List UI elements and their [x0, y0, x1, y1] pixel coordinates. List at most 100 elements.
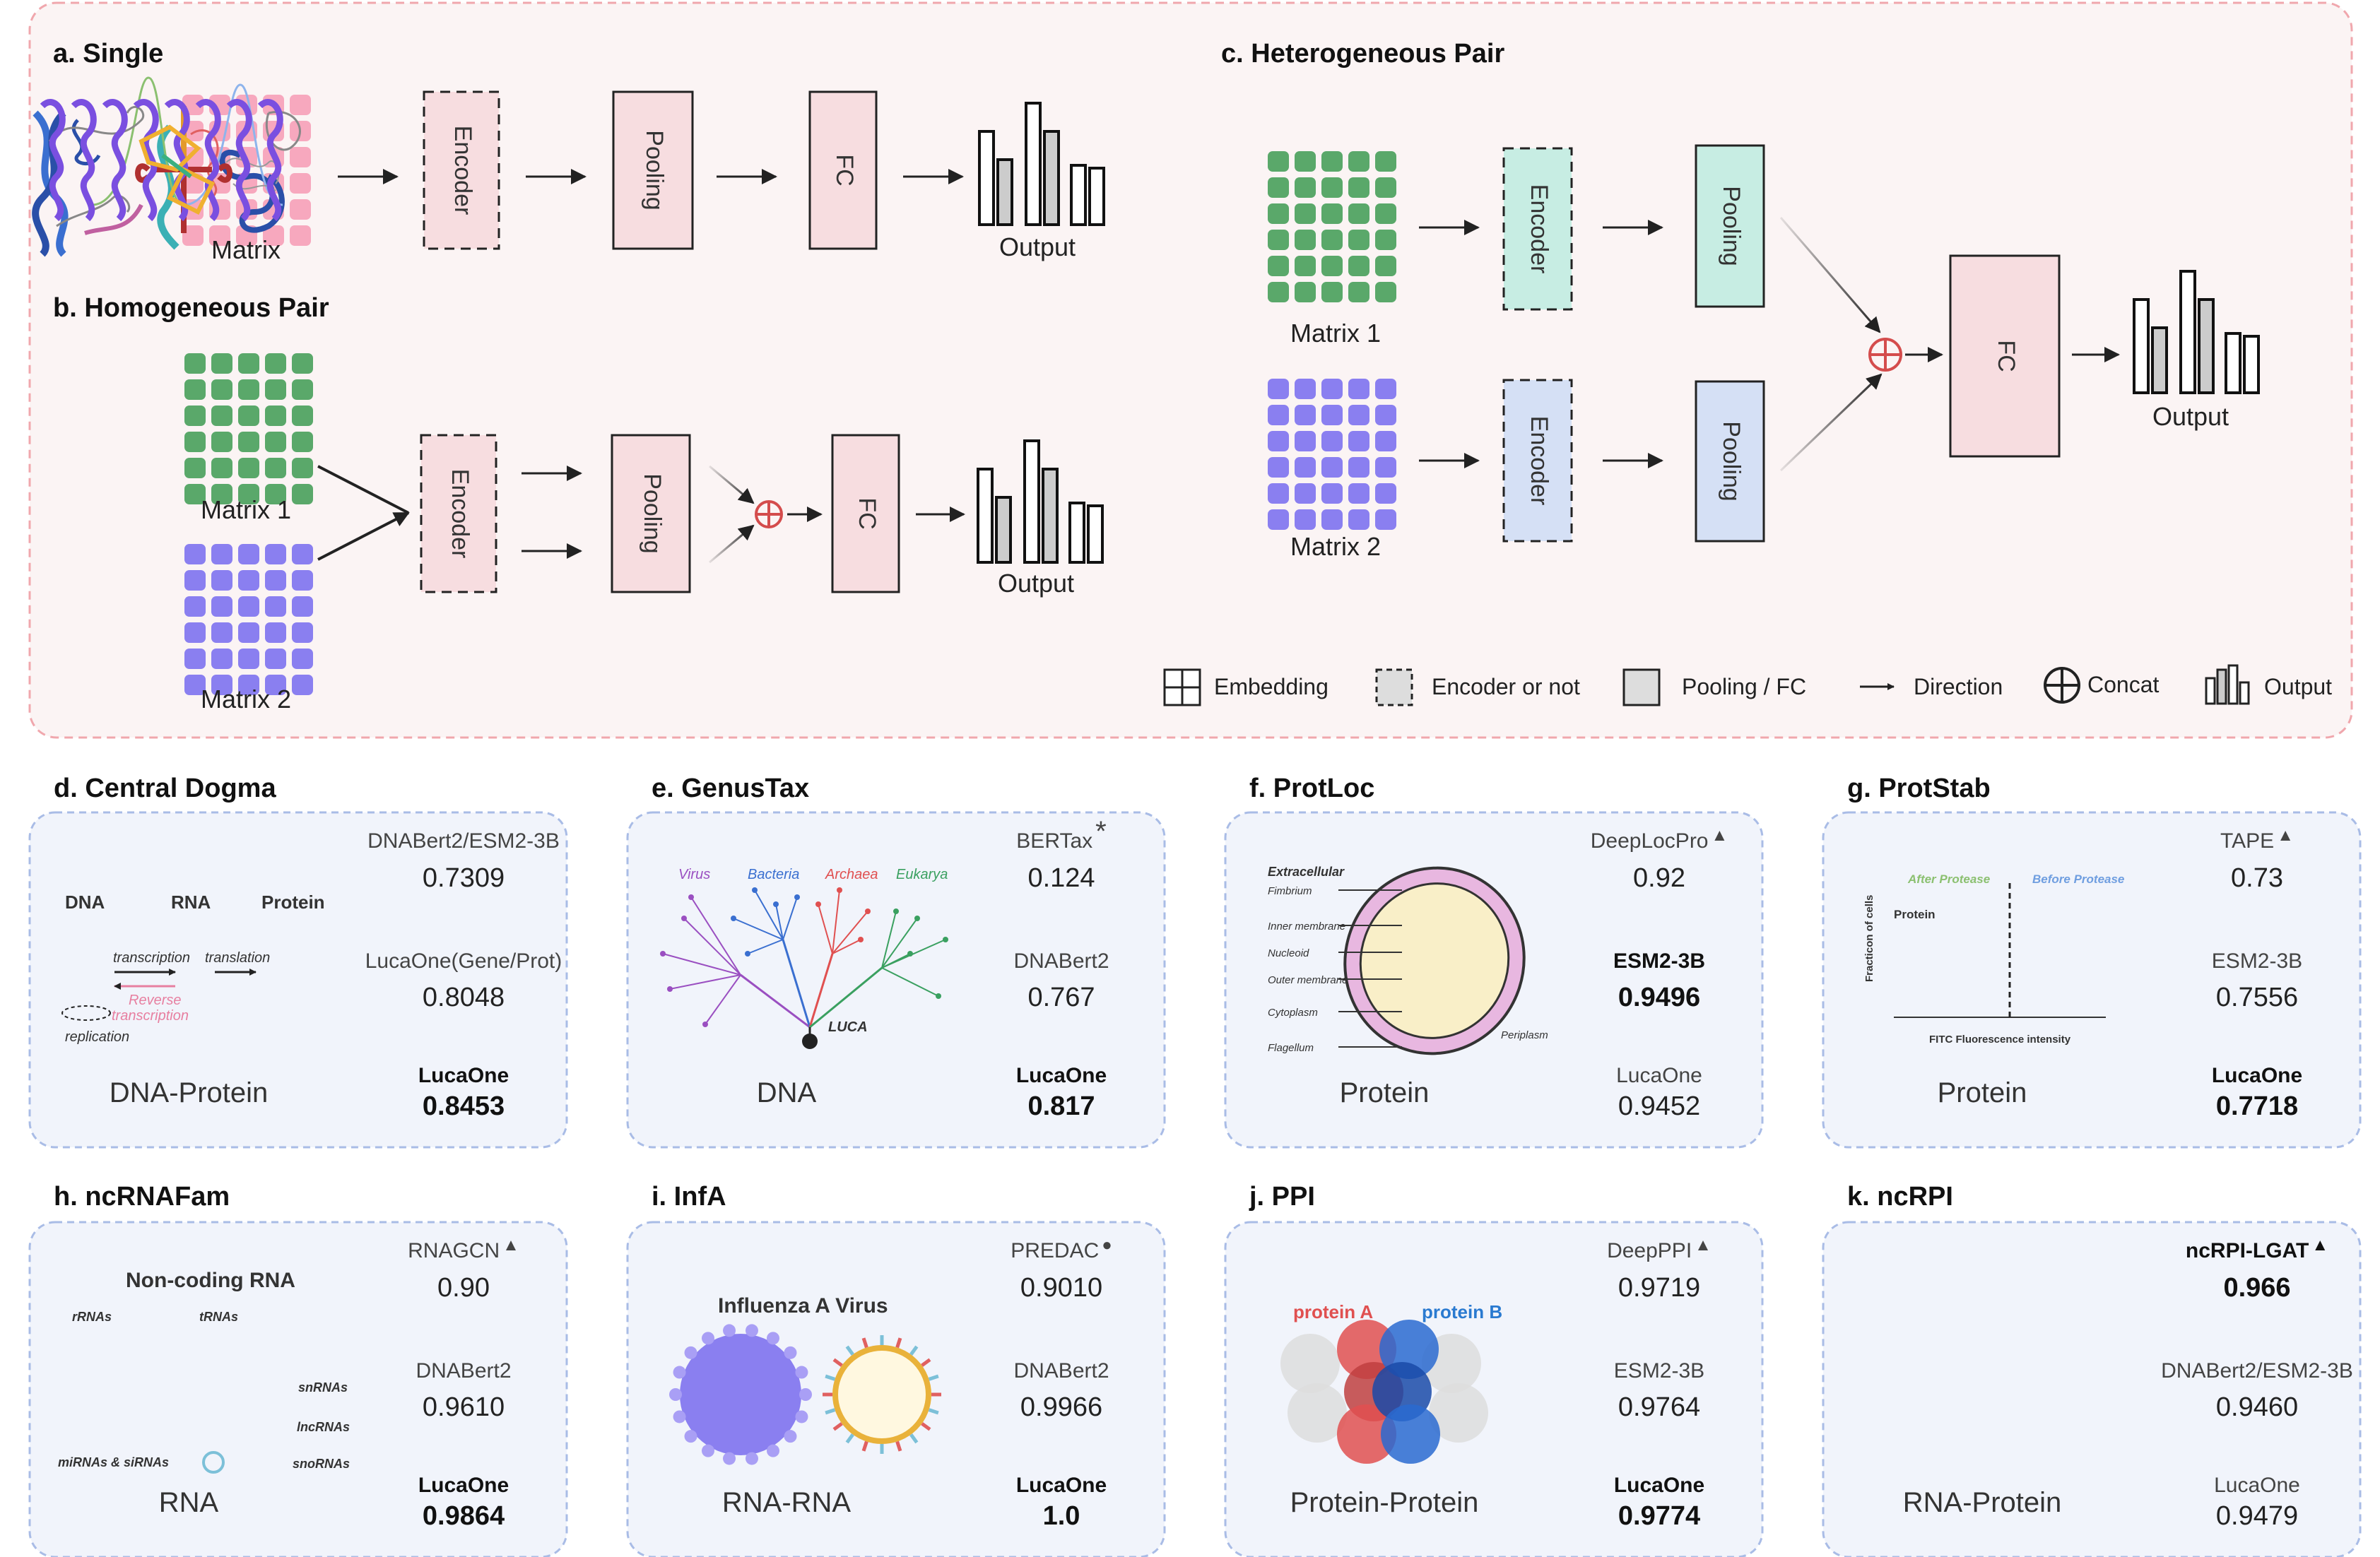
panel-a-title: a. Single: [53, 39, 163, 69]
legend-embedding-icon: [1163, 668, 1201, 706]
task-title: h. ncRNAFam: [54, 1182, 230, 1212]
model-score: 0.9610: [423, 1392, 505, 1422]
task-illustration: [40, 99, 283, 222]
embedding-cell: [290, 225, 311, 246]
model-score: 0.90: [437, 1273, 490, 1303]
embedding-cell: [265, 405, 286, 426]
after-protease-label: After Protease: [1907, 872, 1990, 886]
embedding-cell: [1295, 509, 1316, 530]
embedding-cell: [1295, 177, 1316, 198]
embedding-cell: [1375, 256, 1396, 276]
arrow-b-merge1: [317, 465, 409, 514]
embedding-cell: [1375, 230, 1396, 250]
embedding-cell: [1375, 431, 1396, 451]
virus-label: Virus: [678, 867, 710, 882]
embedding-cell: [265, 484, 286, 504]
embedding-cell: [211, 405, 232, 426]
model-score: 0.9764: [1618, 1392, 1700, 1422]
output-bar: [995, 496, 1012, 564]
model-name: LucaOne: [418, 1474, 509, 1497]
protein-label: Protein: [261, 892, 325, 913]
model-name: DNABert2/ESM2-3B: [2161, 1359, 2353, 1383]
trna-label: tRNAs: [199, 1310, 238, 1324]
pooling-a-box: [612, 90, 694, 250]
embedding-cell: [265, 353, 286, 374]
output-bar: [2198, 298, 2215, 394]
embedding-cell: [1348, 230, 1369, 250]
output-bar: [1025, 102, 1042, 226]
concat-c-icon: [1868, 338, 1902, 372]
model-score: 0.124: [1027, 863, 1095, 893]
arrow-b-concat2: [709, 524, 755, 564]
mirna-icon: [56, 195, 130, 227]
embedding-cell: [1348, 457, 1369, 478]
task-caption: RNA: [159, 1487, 219, 1518]
dna-label: DNA: [65, 892, 105, 913]
embedding-cell: [184, 675, 206, 695]
legend-output: Output: [2264, 674, 2332, 699]
model-mark: ●: [1102, 1236, 1112, 1255]
embedding-cell: [1348, 509, 1369, 530]
embedding-cell: [1295, 483, 1316, 504]
concat-b-icon: [755, 500, 783, 528]
matrix-a-label: Matrix: [211, 235, 281, 264]
arrow-b-merge2: [317, 511, 410, 561]
embedding-cell: [1375, 379, 1396, 399]
x-axis-label: FITC Fluorescence intensity: [1929, 1034, 2071, 1046]
model-score: 1.0: [1043, 1501, 1080, 1531]
pooling-c1-box: [1695, 144, 1765, 308]
model-score: 0.8453: [423, 1091, 505, 1121]
pooling-c2-box: [1695, 380, 1765, 543]
matrix-c1-embedding: [1268, 151, 1396, 302]
cell-part-label: Fimbrium: [1268, 885, 1312, 897]
embedding-cell: [265, 570, 286, 591]
embedding-cell: [1321, 282, 1343, 302]
embedding-cell: [1268, 379, 1289, 399]
embedding-cell: [1348, 151, 1369, 172]
task-title: i. InfA: [652, 1182, 726, 1212]
embedding-cell: [184, 432, 206, 452]
model-name: LucaOne(Gene/Prot): [365, 949, 562, 973]
pooling-c1-label: Pooling: [1718, 186, 1745, 266]
embedding-cell: [1321, 457, 1343, 478]
task-caption: Protein: [1340, 1077, 1430, 1108]
output-bar: [1070, 164, 1087, 226]
influenza-heading: Influenza A Virus: [718, 1294, 888, 1318]
fc-c-label: FC: [1993, 340, 2020, 372]
embedding-cell: [1375, 151, 1396, 172]
fc-b-label: FC: [854, 497, 880, 529]
embedding-cell: [292, 379, 313, 400]
output-b-bars: [977, 439, 1104, 564]
output-bar: [978, 130, 995, 226]
replication-label: replication: [65, 1029, 129, 1045]
model-name: TAPE ▲: [2220, 826, 2294, 853]
task-title: d. Central Dogma: [54, 774, 276, 803]
output-bar: [2133, 298, 2150, 394]
embedding-cell: [290, 199, 311, 220]
task-panel-3: g. ProtStab After Protease Before Protease…: [71, 76, 2362, 1149]
task-illustration: Virus Bacteria Archaea Eukarya LUCA: [660, 867, 948, 1049]
cell-part-label: Outer membrane: [1268, 974, 1348, 986]
embedding-cell: [211, 622, 232, 643]
task-title: e. GenusTax: [652, 774, 809, 803]
task-title: k. ncRPI: [1847, 1182, 1953, 1212]
model-score: 0.9452: [1618, 1091, 1700, 1121]
arrow-c-concat1: [1779, 217, 1881, 333]
legend-output-icon: [2205, 664, 2250, 705]
task-illustration: After Protease Before Protease Protein Frac…: [71, 76, 2124, 1046]
before-protease-label: Before Protease: [2032, 872, 2124, 886]
matrix-b2-label: Matrix 2: [201, 685, 291, 714]
legend-concat: Concat: [2087, 672, 2160, 697]
embedding-cell: [265, 432, 286, 452]
legend-pooling: Pooling / FC: [1682, 674, 1806, 699]
cell-part-label: Flagellum: [1268, 1042, 1314, 1054]
embedding-cell: [184, 596, 206, 617]
model-score: 0.767: [1027, 983, 1095, 1012]
embedding-cell: [1295, 256, 1316, 276]
protein-atom-cluster: [1337, 1404, 1396, 1464]
model-score: 0.9496: [1618, 983, 1700, 1012]
embedding-cell: [1321, 509, 1343, 530]
output-bar: [1088, 167, 1105, 226]
